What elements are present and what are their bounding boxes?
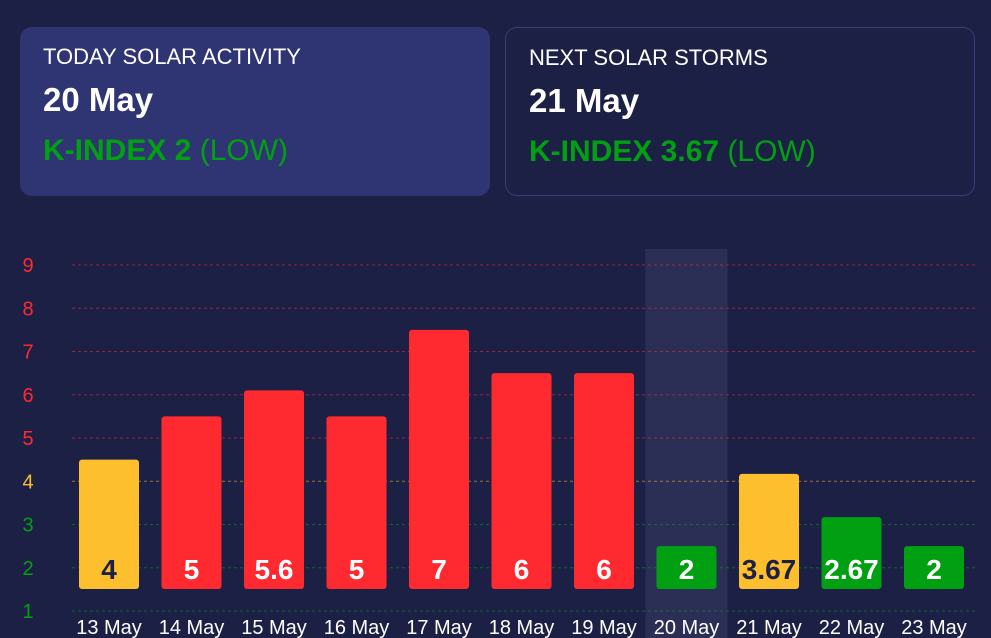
y-tick-label: 2 (22, 558, 33, 580)
bar (161, 416, 222, 589)
next-kindex-level: (LOW) (727, 135, 816, 168)
bar-data-label: 5 (184, 554, 200, 585)
x-tick-label: 14 May (159, 617, 225, 638)
bar-data-label: 5.6 (255, 554, 294, 585)
today-kindex-value: K-INDEX 2 (43, 134, 192, 167)
x-tick-label: 21 May (736, 617, 802, 638)
today-card-date: 20 May (43, 81, 154, 118)
bar (904, 546, 964, 589)
today-card-label: TODAY SOLAR ACTIVITY (43, 44, 301, 69)
y-tick-label: 3 (22, 515, 33, 537)
bar-data-label: 5 (349, 554, 365, 585)
y-tick-label: 6 (22, 385, 33, 407)
bar-data-label: 4 (101, 554, 117, 585)
bar-data-label: 6 (596, 554, 612, 585)
today-kindex-level: (LOW) (199, 134, 289, 167)
next-card-label: NEXT SOLAR STORMS (529, 45, 768, 70)
bar (656, 546, 717, 589)
bar-data-label: 2.67 (824, 554, 879, 585)
next-kindex: K-INDEX 3.67 (LOW) (529, 134, 951, 170)
y-tick-label: 1 (22, 601, 33, 623)
bar-data-label: 6 (514, 554, 530, 585)
next-kindex-value: K-INDEX 3.67 (529, 135, 720, 168)
y-tick-label: 8 (22, 298, 33, 320)
next-solar-storms-card: NEXT SOLAR STORMS 21 May K-INDEX 3.67 (L… (505, 27, 975, 196)
next-card-date: 21 May (529, 82, 640, 119)
bar-data-label: 3.67 (742, 554, 797, 585)
x-tick-label: 22 May (819, 617, 885, 638)
x-tick-label: 15 May (241, 617, 307, 638)
y-tick-label: 9 (22, 255, 33, 277)
bar (409, 329, 469, 589)
bar-data-label: 2 (679, 554, 695, 585)
y-tick-label: 7 (22, 342, 33, 364)
x-tick-label: 17 May (406, 617, 472, 638)
x-tick-label: 19 May (571, 617, 637, 638)
today-solar-activity-card: TODAY SOLAR ACTIVITY 20 May K-INDEX 2 (L… (20, 27, 490, 196)
x-tick-label: 23 May (901, 617, 967, 638)
bar (574, 373, 634, 589)
today-kindex: K-INDEX 2 (LOW) (43, 133, 467, 169)
bar-data-label: 7 (431, 554, 447, 585)
bar (326, 416, 387, 589)
bar-data-label: 2 (926, 554, 942, 585)
bar (739, 473, 799, 589)
x-tick-label: 18 May (489, 617, 555, 638)
x-tick-label: 16 May (324, 617, 390, 638)
bar (491, 373, 552, 589)
y-tick-label: 4 (22, 471, 33, 493)
bar (821, 517, 882, 589)
x-tick-label: 20 May (654, 617, 720, 638)
bar (244, 390, 304, 589)
bar (79, 459, 139, 589)
x-tick-label: 13 May (76, 617, 142, 638)
y-tick-label: 5 (22, 428, 33, 450)
